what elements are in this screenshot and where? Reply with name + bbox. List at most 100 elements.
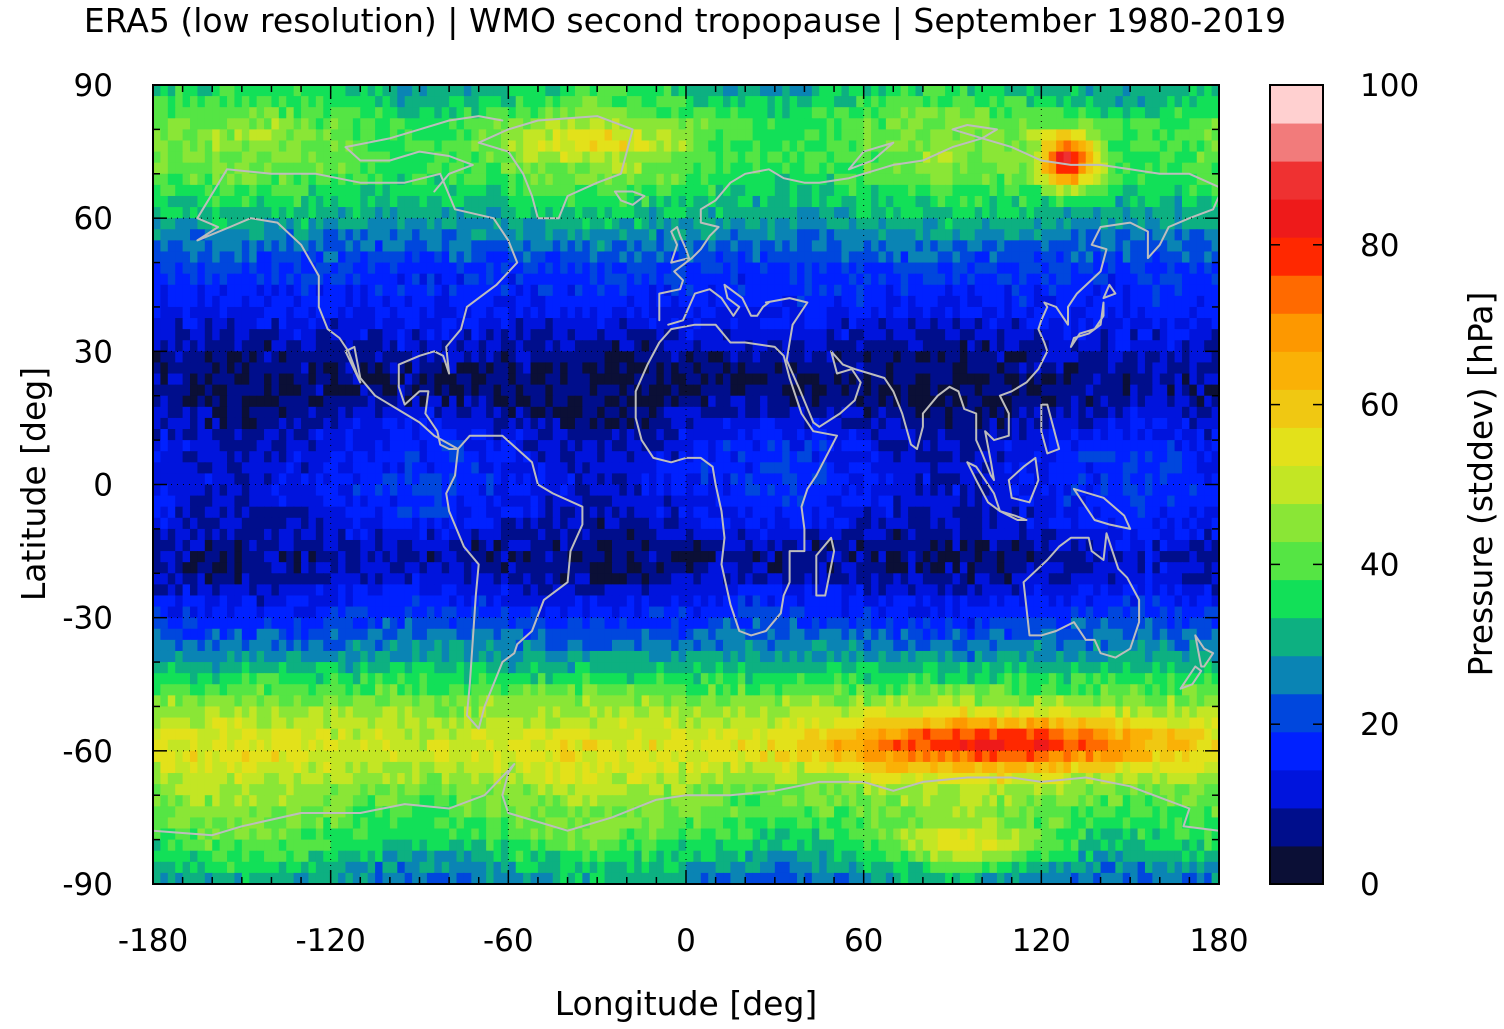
heatmap-cell — [996, 329, 1005, 341]
heatmap-cell — [1137, 140, 1146, 153]
heatmap-cell — [560, 462, 569, 475]
heatmap-cell — [774, 362, 783, 375]
heatmap-cell — [789, 107, 798, 119]
heatmap-cell — [841, 262, 850, 275]
chart-title: ERA5 (low resolution) | WMO second tropo… — [84, 1, 1286, 40]
heatmap-cell — [730, 151, 739, 164]
heatmap-cell — [582, 118, 591, 130]
heatmap-cell — [197, 362, 206, 375]
heatmap-cell — [811, 173, 820, 186]
heatmap-cell — [523, 107, 532, 119]
heatmap-cell — [856, 229, 865, 241]
heatmap-cell — [315, 395, 324, 408]
heatmap-cell — [937, 273, 946, 286]
heatmap-cell — [1137, 395, 1146, 408]
heatmap-cell — [508, 173, 517, 186]
heatmap-cell — [878, 318, 887, 330]
heatmap-cell — [686, 462, 694, 475]
heatmap-cell — [871, 184, 880, 197]
heatmap-cell — [1107, 273, 1116, 286]
heatmap-cell — [708, 295, 717, 308]
heatmap-cell — [996, 451, 1005, 463]
heatmap-cell — [1100, 373, 1109, 386]
heatmap-cell — [1189, 184, 1198, 197]
heatmap-cell — [441, 240, 450, 253]
heatmap-cell — [878, 273, 887, 286]
heatmap-cell — [937, 85, 946, 97]
heatmap-cell — [426, 96, 435, 108]
heatmap-cell — [1107, 340, 1116, 352]
heatmap-cell — [463, 329, 472, 341]
heatmap-cell — [1144, 429, 1153, 441]
heatmap-cell — [530, 118, 539, 130]
heatmap-cell — [271, 451, 280, 463]
heatmap-cell — [367, 251, 376, 264]
heatmap-cell — [996, 251, 1005, 264]
heatmap-cell — [219, 262, 228, 275]
heatmap-cell — [308, 362, 317, 375]
heatmap-cell — [190, 118, 199, 130]
heatmap-cell — [804, 240, 813, 253]
heatmap-cell — [745, 240, 754, 253]
heatmap-cell — [967, 273, 976, 286]
heatmap-cell — [560, 384, 569, 397]
heatmap-cell — [1019, 417, 1028, 430]
heatmap-cell — [856, 406, 865, 419]
heatmap-cell — [1041, 184, 1050, 197]
heatmap-cell — [826, 218, 835, 230]
heatmap-cell — [434, 96, 443, 108]
heatmap-cell — [508, 240, 517, 253]
heatmap-cell — [338, 362, 347, 375]
heatmap-cell — [737, 295, 746, 308]
heatmap-cell — [552, 118, 561, 130]
heatmap-cell — [249, 129, 258, 142]
heatmap-cell — [271, 395, 280, 408]
heatmap-cell — [760, 184, 769, 197]
heatmap-cell — [1144, 85, 1153, 97]
heatmap-cell — [1041, 251, 1050, 264]
heatmap-cell — [1100, 162, 1109, 175]
heatmap-cell — [1167, 184, 1176, 197]
heatmap-cell — [826, 118, 835, 130]
heatmap-cell — [419, 295, 428, 308]
heatmap-cell — [367, 195, 376, 208]
heatmap-cell — [212, 118, 221, 130]
heatmap-cell — [1070, 173, 1079, 186]
heatmap-cell — [1078, 173, 1087, 186]
heatmap-cell — [301, 406, 310, 419]
heatmap-cell — [760, 284, 769, 297]
heatmap-cell — [730, 195, 739, 208]
heatmap-cell — [508, 107, 517, 119]
heatmap-cell — [811, 151, 820, 164]
heatmap-cell — [345, 262, 354, 275]
heatmap-cell — [1115, 406, 1124, 419]
heatmap-cell — [197, 140, 206, 153]
heatmap-cell — [1026, 240, 1035, 253]
heatmap-cell — [834, 451, 843, 463]
heatmap-cell — [1144, 318, 1153, 330]
heatmap-cell — [967, 384, 976, 397]
heatmap-cell — [545, 251, 554, 264]
heatmap-cell — [500, 351, 509, 364]
heatmap-cell — [1107, 184, 1116, 197]
heatmap-cell — [167, 417, 176, 430]
heatmap-cell — [1107, 129, 1116, 142]
heatmap-cell — [486, 417, 495, 430]
heatmap-cell — [863, 262, 872, 275]
heatmap-cell — [619, 462, 628, 475]
heatmap-cell — [212, 184, 221, 197]
heatmap-cell — [426, 351, 435, 364]
heatmap-cell — [352, 118, 361, 130]
heatmap-cell — [330, 173, 339, 186]
heatmap-cell — [382, 384, 391, 397]
heatmap-cell — [730, 384, 739, 397]
heatmap-cell — [671, 306, 680, 319]
heatmap-cell — [700, 240, 709, 253]
heatmap-cell — [404, 262, 413, 275]
heatmap-cell — [715, 340, 724, 352]
heatmap-cell — [352, 107, 361, 119]
heatmap-cell — [330, 362, 339, 375]
heatmap-cell — [908, 306, 917, 319]
heatmap-cell — [693, 151, 702, 164]
heatmap-cell — [160, 306, 169, 319]
